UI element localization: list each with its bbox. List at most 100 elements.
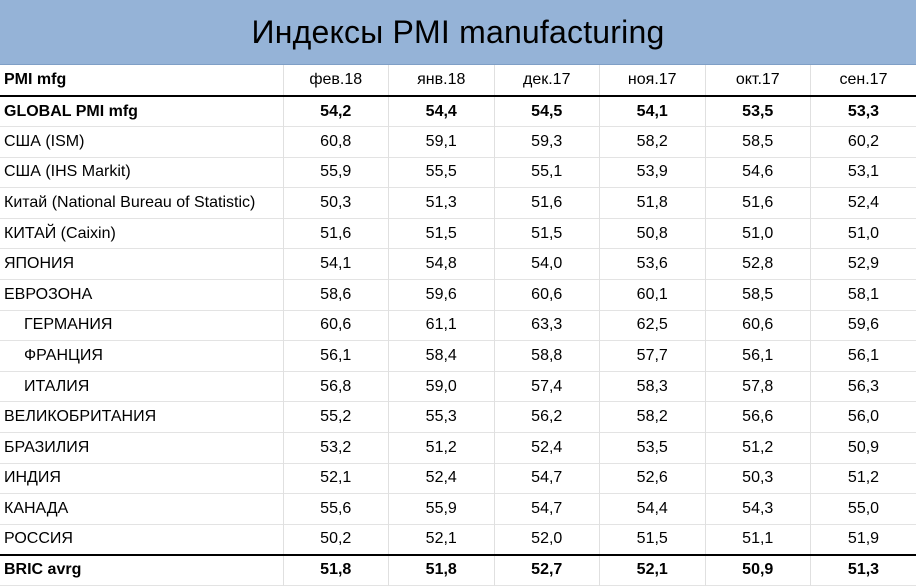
table-cell: 55,6 xyxy=(283,494,389,525)
table-cell: 52,4 xyxy=(389,463,495,494)
table-cell: 53,5 xyxy=(600,433,706,464)
table-cell: 54,6 xyxy=(705,157,811,188)
table-cell: 56,3 xyxy=(811,371,916,402)
table-cell: 56,1 xyxy=(705,341,811,372)
table-cell: 51,6 xyxy=(494,188,600,219)
table-cell: 58,5 xyxy=(705,127,811,158)
row-label: США (ISM) xyxy=(0,127,283,158)
row-label: КИТАЙ (Caixin) xyxy=(0,218,283,249)
table-cell: 59,1 xyxy=(389,127,495,158)
table-cell: 53,5 xyxy=(705,96,811,127)
row-label: КАНАДА xyxy=(0,494,283,525)
table-cell: 51,5 xyxy=(600,524,706,555)
table-cell: 58,2 xyxy=(600,127,706,158)
table-cell: 53,2 xyxy=(283,433,389,464)
table-cell: 53,6 xyxy=(600,249,706,280)
table-cell: 53,9 xyxy=(600,157,706,188)
table-cell: 54,2 xyxy=(283,96,389,127)
table-cell: 60,6 xyxy=(283,310,389,341)
table-cell: 55,0 xyxy=(811,494,916,525)
column-header: янв.18 xyxy=(389,65,495,96)
table-cell: 54,4 xyxy=(389,96,495,127)
table-cell: 55,2 xyxy=(283,402,389,433)
column-header: ноя.17 xyxy=(600,65,706,96)
table-cell: 54,1 xyxy=(283,249,389,280)
table-cell: 58,1 xyxy=(811,280,916,311)
table-cell: 56,1 xyxy=(811,341,916,372)
table-cell: 63,3 xyxy=(494,310,600,341)
table-cell: 52,4 xyxy=(494,433,600,464)
table-cell: 54,0 xyxy=(494,249,600,280)
table-cell: 52,0 xyxy=(494,524,600,555)
table-cell: 51,2 xyxy=(705,433,811,464)
table-cell: 60,6 xyxy=(494,280,600,311)
table-cell: 50,3 xyxy=(283,188,389,219)
table-cell: 60,1 xyxy=(600,280,706,311)
row-label: ИТАЛИЯ xyxy=(0,371,283,402)
table-cell: 51,0 xyxy=(811,218,916,249)
table-cell: 55,9 xyxy=(283,157,389,188)
table-cell: 51,5 xyxy=(494,218,600,249)
column-header: дек.17 xyxy=(494,65,600,96)
table-cell: 53,1 xyxy=(811,157,916,188)
table-cell: 51,5 xyxy=(389,218,495,249)
table-cell: 52,6 xyxy=(600,463,706,494)
row-label: БРАЗИЛИЯ xyxy=(0,433,283,464)
table-cell: 54,8 xyxy=(389,249,495,280)
table-cell: 52,4 xyxy=(811,188,916,219)
row-label: ВЕЛИКОБРИТАНИЯ xyxy=(0,402,283,433)
table-cell: 54,5 xyxy=(494,96,600,127)
table-cell: 52,8 xyxy=(705,249,811,280)
table-cell: 59,0 xyxy=(389,371,495,402)
table-cell: 54,1 xyxy=(600,96,706,127)
table-cell: 51,6 xyxy=(705,188,811,219)
table-cell: 58,3 xyxy=(600,371,706,402)
table-cell: 56,6 xyxy=(705,402,811,433)
row-label: Китай (National Bureau of Statistic) xyxy=(0,188,283,219)
table-cell: 54,4 xyxy=(600,494,706,525)
table-cell: 51,2 xyxy=(811,463,916,494)
column-header: окт.17 xyxy=(705,65,811,96)
table-cell: 50,2 xyxy=(283,524,389,555)
table-cell: 60,2 xyxy=(811,127,916,158)
table-cell: 59,6 xyxy=(811,310,916,341)
table-cell: 55,5 xyxy=(389,157,495,188)
table-cell: 59,3 xyxy=(494,127,600,158)
table-cell: 57,8 xyxy=(705,371,811,402)
table-title: Индексы PMI manufacturing xyxy=(0,0,916,65)
table-cell: 59,6 xyxy=(389,280,495,311)
table-cell: 50,3 xyxy=(705,463,811,494)
row-label: США (IHS Markit) xyxy=(0,157,283,188)
table-cell: 58,2 xyxy=(600,402,706,433)
table-cell: 51,6 xyxy=(283,218,389,249)
table-cell: 51,0 xyxy=(705,218,811,249)
table-cell: 51,2 xyxy=(389,433,495,464)
table-cell: 56,8 xyxy=(283,371,389,402)
column-header: фев.18 xyxy=(283,65,389,96)
table-cell: 56,0 xyxy=(811,402,916,433)
table-cell: 52,1 xyxy=(600,555,706,586)
table-cell: 51,1 xyxy=(705,524,811,555)
table-cell: 61,1 xyxy=(389,310,495,341)
table-cell: 52,7 xyxy=(494,555,600,586)
table-cell: 55,9 xyxy=(389,494,495,525)
row-label: ЯПОНИЯ xyxy=(0,249,283,280)
table-cell: 51,9 xyxy=(811,524,916,555)
